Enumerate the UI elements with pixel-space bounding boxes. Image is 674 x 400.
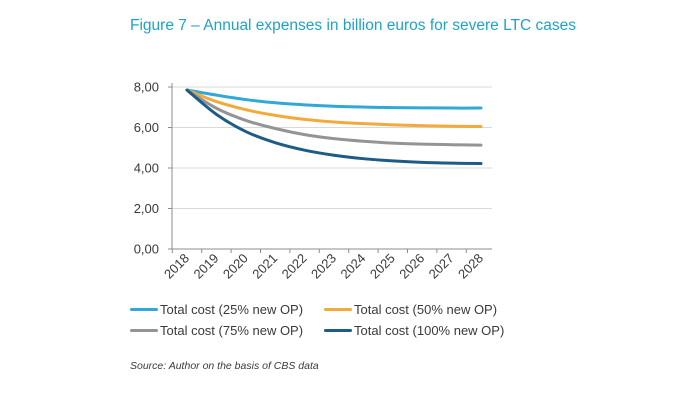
series-lines — [185, 88, 483, 166]
series-line-2 — [185, 88, 483, 128]
x-tick-label: 2023 — [308, 251, 339, 282]
series-line-3 — [185, 88, 483, 147]
x-tick-label: 2022 — [279, 251, 310, 282]
legend-item: Total cost (50% new OP) — [324, 302, 534, 317]
source-note: Source: Author on the basis of CBS data — [130, 360, 319, 372]
x-tick-label: 2020 — [220, 251, 251, 282]
legend-swatch — [130, 329, 158, 332]
line-chart: 0,002,004,006,008,00 2018201920202021202… — [134, 80, 492, 282]
x-tick-label: 2026 — [396, 251, 427, 282]
legend-label: Total cost (100% new OP) — [354, 323, 505, 338]
series-line-4 — [185, 88, 483, 166]
y-tick-label: 2,00 — [134, 201, 159, 216]
legend-label: Total cost (75% new OP) — [160, 323, 304, 338]
x-tick-labels: 2018201920202021202220232024202520262027… — [161, 251, 486, 282]
chart-legend: Total cost (25% new OP) Total cost (50% n… — [130, 302, 550, 338]
y-tick-labels: 0,00 2,00 4,00 6,00 8,00 — [134, 80, 159, 257]
legend-label: Total cost (25% new OP) — [160, 302, 304, 317]
y-tick-label: 0,00 — [134, 242, 159, 257]
legend-item: Total cost (100% new OP) — [324, 323, 534, 338]
y-tick-label: 4,00 — [134, 161, 159, 176]
series-line-1 — [185, 88, 483, 110]
legend-swatch — [324, 308, 352, 311]
legend-item: Total cost (25% new OP) — [130, 302, 318, 317]
x-tick-label: 2028 — [455, 251, 486, 282]
x-tick-label: 2019 — [190, 251, 221, 282]
x-tick-label: 2025 — [367, 251, 398, 282]
chart-title: Figure 7 – Annual expenses in billion eu… — [130, 17, 577, 34]
x-tick-label: 2018 — [161, 251, 192, 282]
legend-swatch — [130, 308, 158, 311]
x-tick-label: 2024 — [337, 251, 368, 282]
y-tick-label: 6,00 — [134, 120, 159, 135]
legend-swatch — [324, 329, 352, 332]
x-tick-label: 2021 — [249, 251, 280, 282]
x-tick-label: 2027 — [426, 251, 457, 282]
legend-item: Total cost (75% new OP) — [130, 323, 318, 338]
axes — [168, 83, 492, 253]
legend-label: Total cost (50% new OP) — [354, 302, 498, 317]
y-tick-label: 8,00 — [134, 80, 159, 95]
